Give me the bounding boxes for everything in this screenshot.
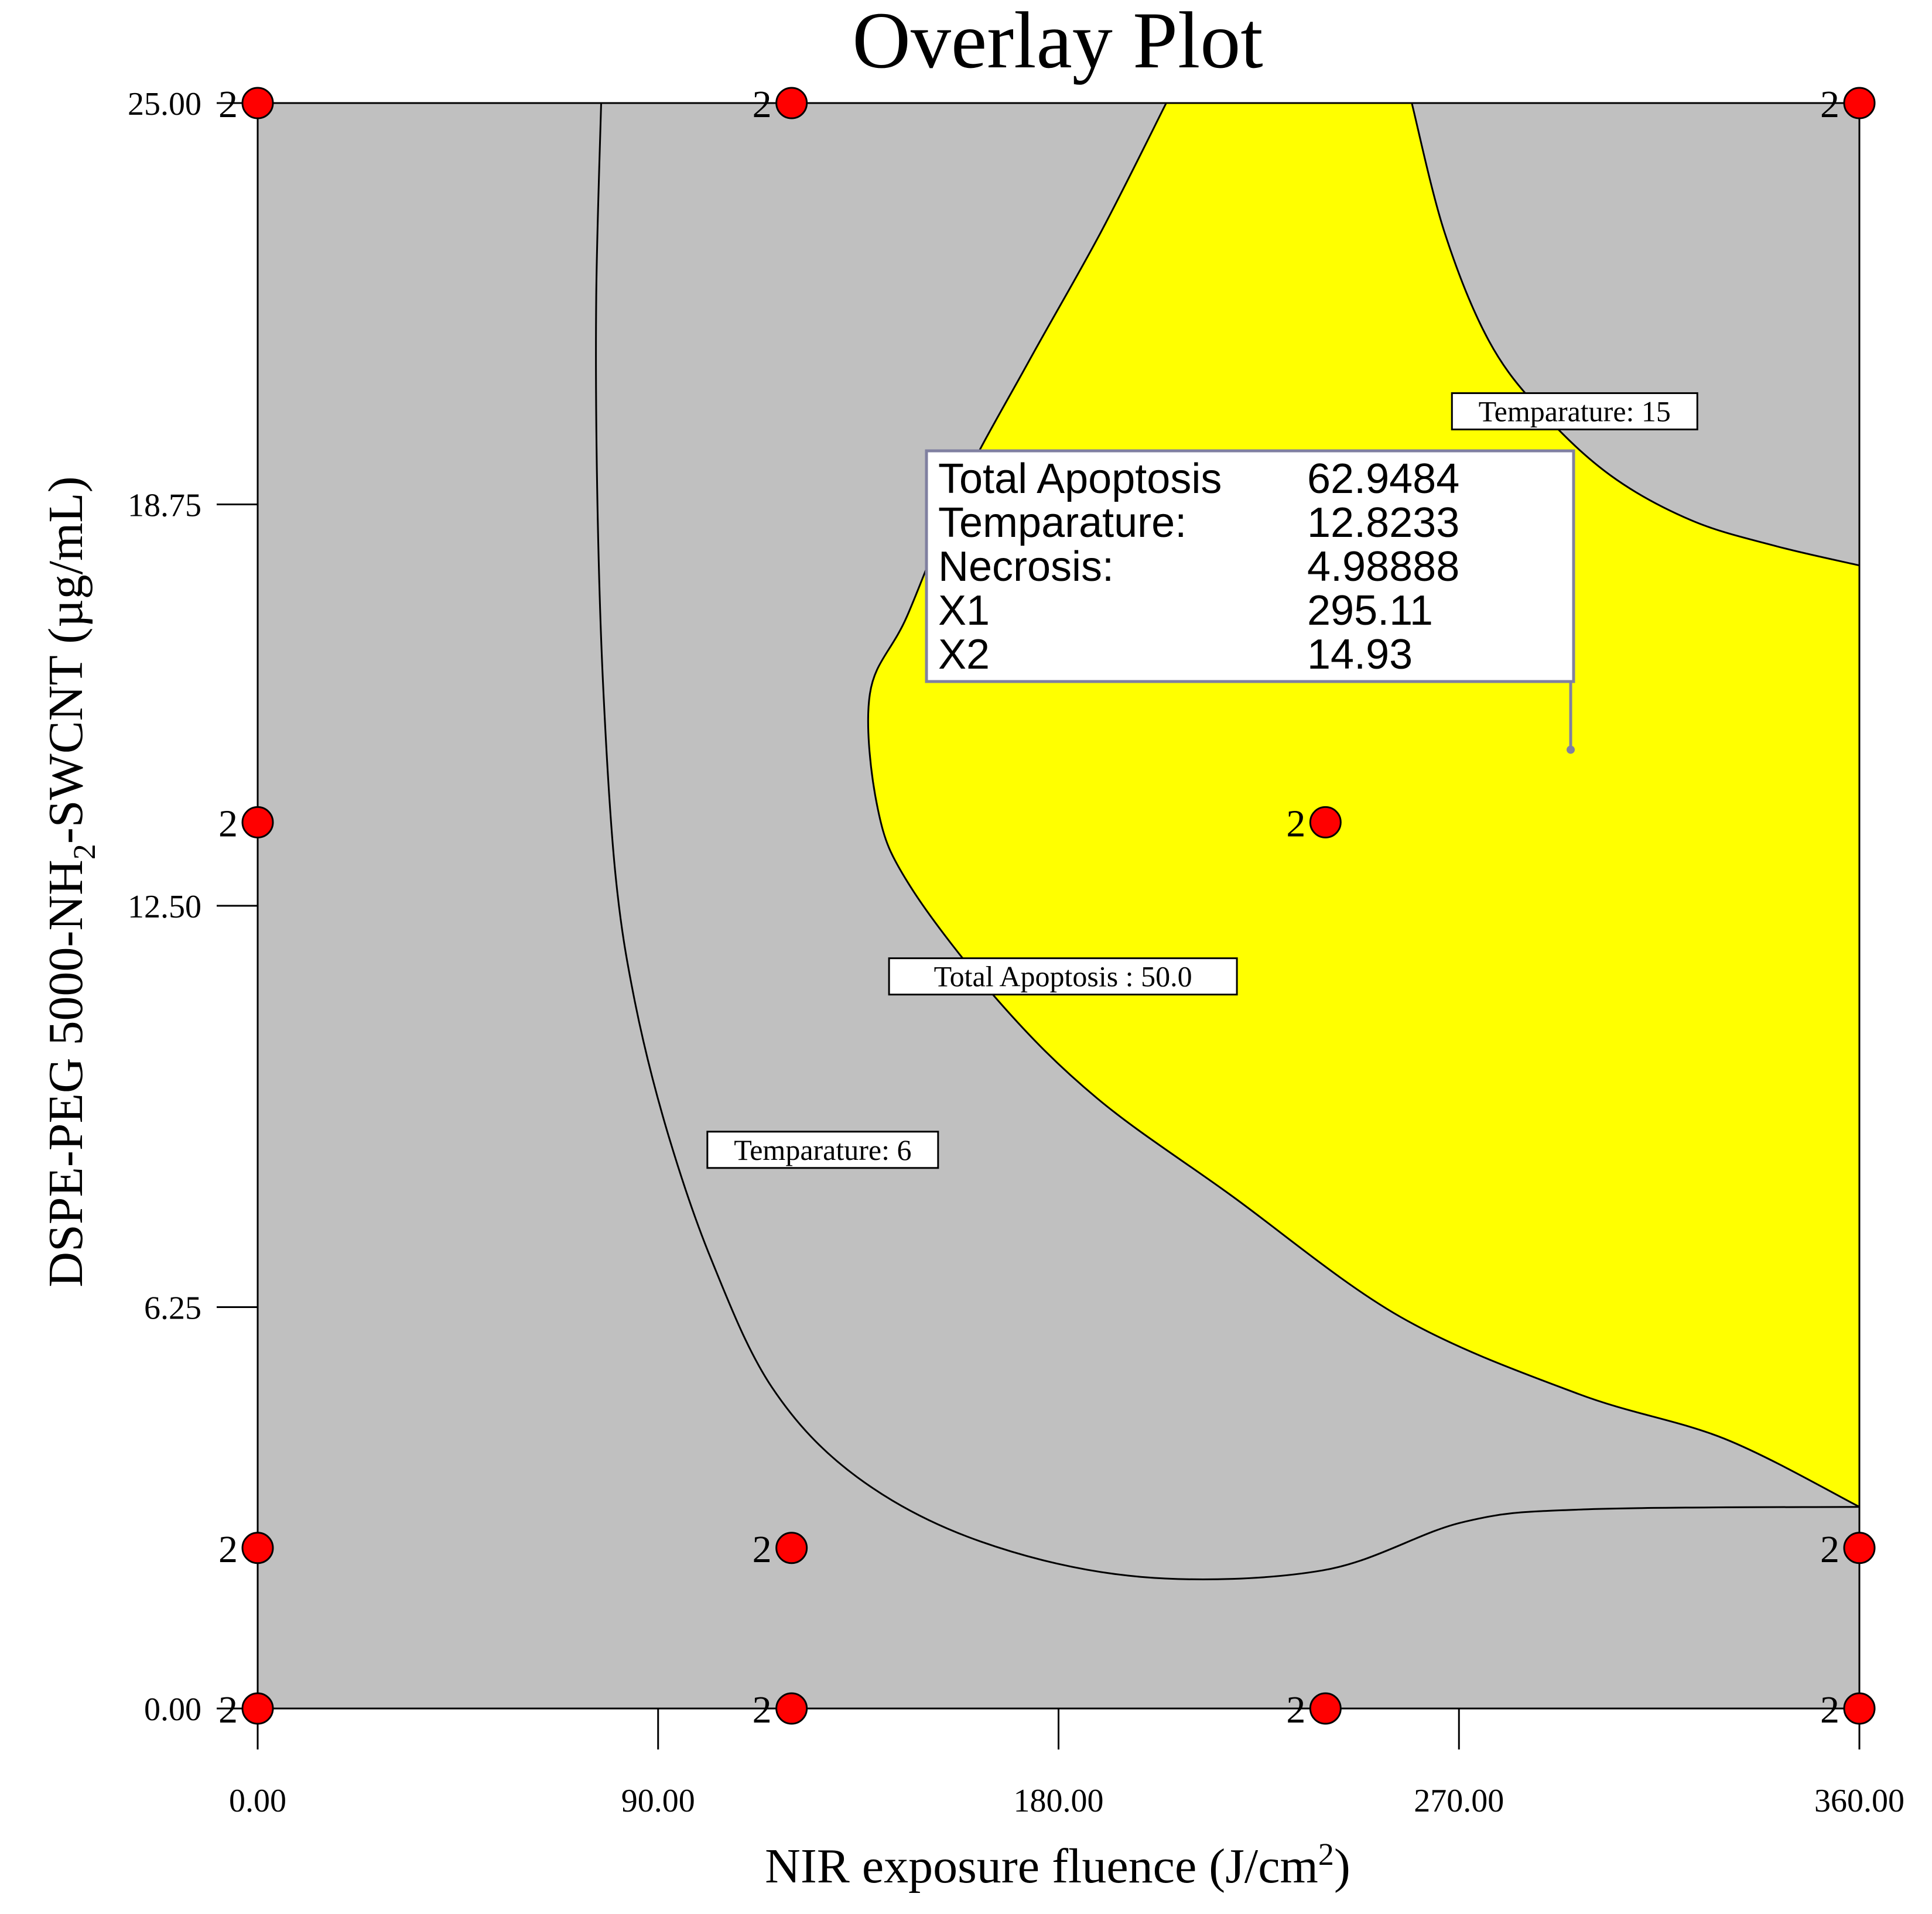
- design-point: [775, 1692, 808, 1725]
- y-tick-label: 6.25: [144, 1290, 201, 1327]
- design-point: [1843, 1692, 1876, 1725]
- y-axis-label: DSPE-PEG 5000-NH2-SWCNT (µg/mL): [39, 476, 102, 1287]
- x-axis-label: NIR exposure fluence (J/cm2): [765, 1837, 1350, 1894]
- contour-labels: Temparature: 6 Total Apoptosis : 50.0 Temp…: [706, 392, 1698, 1169]
- replicate-count: 2: [753, 1689, 772, 1731]
- axes: 0.00 90.00 180.00 270.00 360.00 0.00 6.25 12.50…: [128, 86, 1904, 1819]
- x-tick-label: 180.00: [1014, 1783, 1104, 1819]
- design-point: [1309, 806, 1342, 838]
- contour-label: Temparature: 15: [1479, 395, 1671, 427]
- x-tick-label: 0.00: [229, 1783, 286, 1819]
- design-point: [241, 806, 274, 838]
- flag-row-value: 295.11: [1307, 587, 1433, 634]
- replicate-count: 2: [753, 83, 772, 126]
- flag-row-value: 14.93: [1307, 631, 1413, 678]
- flag-row-name: Temparature:: [938, 499, 1186, 546]
- design-point: [1309, 1692, 1342, 1725]
- flag-row-name: X1: [938, 587, 990, 634]
- x-tick-label: 270.00: [1414, 1783, 1504, 1819]
- design-point: [241, 87, 274, 119]
- y-tick-label: 18.75: [128, 488, 201, 524]
- x-tick-label: 360.00: [1814, 1783, 1904, 1819]
- contour-line-1: [595, 103, 1859, 1580]
- contour-line-3: [1411, 103, 1859, 567]
- flag-row-name: Total Apoptosis: [938, 456, 1222, 502]
- flag-box: Total Apoptosis 62.9484 Temparature: 12.823…: [925, 449, 1575, 754]
- design-point: [241, 1532, 274, 1564]
- design-point: [1843, 1532, 1876, 1564]
- y-tick-label: 0.00: [144, 1692, 201, 1728]
- x-tick-label: 90.00: [621, 1783, 695, 1819]
- replicate-count: 2: [1820, 1528, 1839, 1571]
- contour-label-box: [888, 957, 1238, 996]
- flag-row-name: Necrosis:: [938, 543, 1114, 590]
- contour-label-box: [706, 1131, 939, 1169]
- replicate-count: 2: [218, 83, 238, 126]
- design-point: [1843, 87, 1876, 119]
- flag-row-value: 12.8233: [1307, 499, 1459, 546]
- flag-row-value: 4.98888: [1307, 543, 1459, 590]
- design-points: 2 2 2 2 2 2 2 2 2 2 2 2: [218, 83, 1876, 1731]
- chart-title: Overlay Plot: [852, 0, 1263, 85]
- replicate-count: 2: [1286, 802, 1305, 845]
- contour-label-box: [1451, 392, 1698, 430]
- design-point: [775, 1532, 808, 1564]
- contour-label: Temparature: 6: [734, 1134, 911, 1166]
- design-point: [775, 87, 808, 119]
- replicate-count: 2: [1820, 1689, 1839, 1731]
- replicate-count: 2: [218, 1528, 238, 1571]
- replicate-count: 2: [1820, 83, 1839, 126]
- replicate-count: 2: [1286, 1689, 1305, 1731]
- replicate-count: 2: [218, 802, 238, 845]
- y-tick-label: 25.00: [128, 86, 201, 122]
- replicate-count: 2: [753, 1528, 772, 1571]
- contour-label: Total Apoptosis : 50.0: [934, 960, 1192, 993]
- flag-row-name: X2: [938, 631, 990, 678]
- flag-row-value: 62.9484: [1307, 456, 1459, 502]
- y-tick-label: 12.50: [128, 889, 201, 925]
- contour-line-2: [867, 103, 1859, 1508]
- contour-lines: [595, 103, 1859, 1580]
- design-point: [241, 1692, 274, 1725]
- replicate-count: 2: [218, 1689, 238, 1731]
- flag-panel: [925, 449, 1575, 683]
- flag-point: [1567, 745, 1575, 754]
